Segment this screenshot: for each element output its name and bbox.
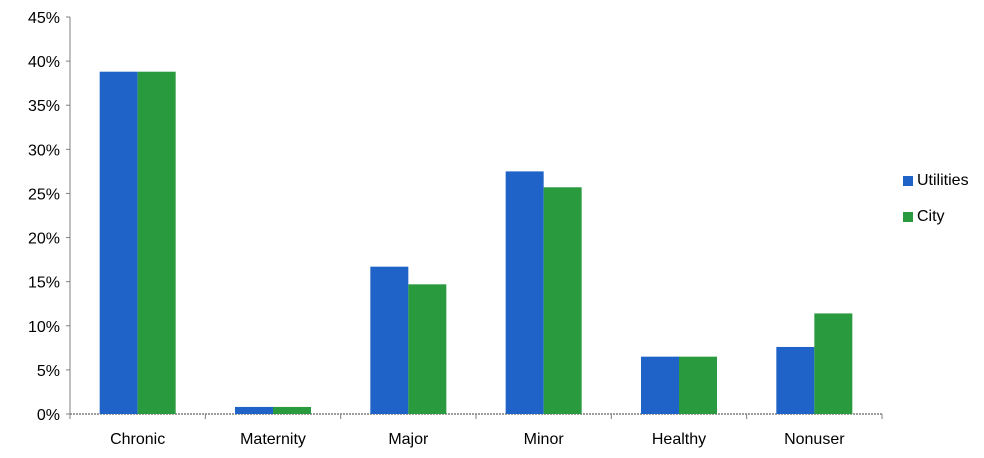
y-tick-label: 40% — [28, 54, 60, 71]
bar-city-major — [408, 284, 447, 414]
legend-item-utilities: Utilities — [903, 170, 969, 192]
legend-label-city: City — [917, 208, 945, 225]
y-tick-label: 5% — [37, 363, 60, 380]
legend: Utilities City — [903, 170, 969, 242]
y-tick-label: 15% — [28, 275, 60, 292]
x-tick-label: Major — [388, 431, 429, 448]
axis-labels: 0% 5% 10% 15% 20% 25% 30% 35% 40% 45% Chronic Mater… — [28, 10, 845, 448]
bar-city-healthy — [679, 356, 717, 414]
y-tick-label: 35% — [28, 98, 60, 115]
bars — [99, 71, 853, 414]
bar-utilities-minor — [505, 171, 544, 414]
y-tick-label: 20% — [28, 231, 60, 248]
y-tick-label: 30% — [28, 142, 60, 159]
y-tick-label: 25% — [28, 186, 60, 203]
x-tick-label: Maternity — [240, 431, 306, 448]
bar-city-chronic — [137, 71, 176, 414]
bar-city-nonuser — [814, 313, 853, 414]
bar-utilities-major — [370, 266, 409, 414]
axes — [66, 16, 883, 419]
legend-label-utilities: Utilities — [917, 172, 969, 189]
legend-item-city: City — [903, 206, 969, 228]
legend-swatch-utilities — [903, 176, 913, 186]
bar-city-minor — [543, 187, 582, 414]
legend-swatch-city — [903, 212, 913, 222]
y-tick-label: 45% — [28, 10, 60, 27]
x-tick-label: Minor — [524, 431, 565, 448]
y-tick-label: 10% — [28, 319, 60, 336]
bar-utilities-healthy — [641, 356, 679, 414]
y-tick-label: 0% — [37, 407, 60, 424]
bar-utilities-chronic — [99, 71, 138, 414]
x-tick-label: Nonuser — [784, 431, 845, 448]
x-tick-label: Chronic — [110, 431, 165, 448]
bar-utilities-nonuser — [776, 346, 815, 414]
bar-city-maternity — [273, 406, 311, 414]
bar-utilities-maternity — [235, 406, 273, 414]
x-tick-label: Healthy — [652, 431, 706, 448]
